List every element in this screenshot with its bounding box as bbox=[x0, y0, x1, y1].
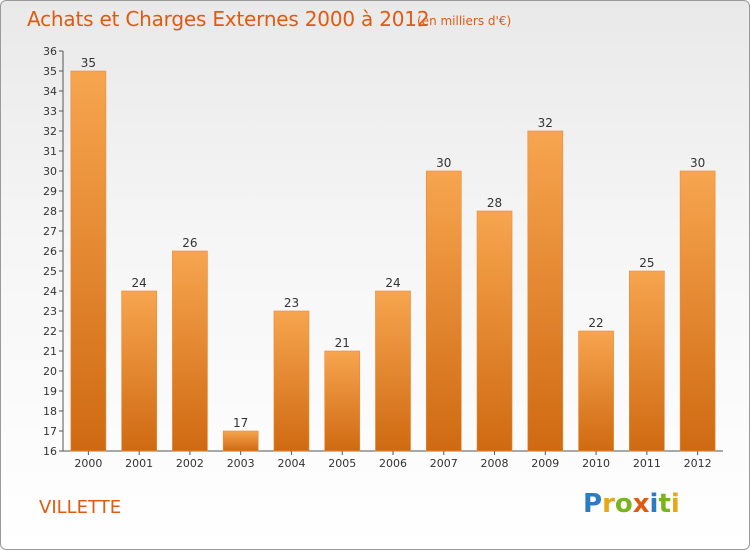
y-tick-label: 20 bbox=[43, 365, 57, 378]
bar-value-label: 35 bbox=[81, 56, 96, 70]
bar-value-label: 24 bbox=[132, 276, 147, 290]
y-tick-label: 36 bbox=[43, 45, 57, 58]
bar-value-label: 24 bbox=[385, 276, 400, 290]
commune-name: VILLETTE bbox=[39, 497, 122, 518]
y-tick-label: 21 bbox=[43, 345, 57, 358]
chart-unit: (en milliers d'€) bbox=[417, 14, 512, 28]
bar-2009 bbox=[527, 130, 564, 452]
bar-value-label: 22 bbox=[588, 316, 603, 330]
y-tick-label: 34 bbox=[43, 85, 57, 98]
logo-letter: t bbox=[658, 489, 671, 519]
bar-value-label: 26 bbox=[182, 236, 197, 250]
chart-title: Achats et Charges Externes 2000 à 2012 bbox=[27, 7, 430, 31]
x-tick-label: 2008 bbox=[481, 457, 509, 470]
y-tick-label: 22 bbox=[43, 325, 57, 338]
bar-value-label: 21 bbox=[335, 336, 350, 350]
y-tick-label: 32 bbox=[43, 125, 57, 138]
x-tick-label: 2004 bbox=[277, 457, 305, 470]
x-tick-label: 2009 bbox=[531, 457, 559, 470]
bar-2010 bbox=[578, 330, 614, 452]
x-axis: 2000 2001 2002 2003 2004 2005 2006 2007 2008 2009… bbox=[63, 450, 723, 470]
bar-2001 bbox=[121, 290, 157, 452]
y-tick-label: 26 bbox=[43, 245, 57, 258]
logo-letter: i bbox=[649, 489, 659, 519]
x-tick-label: 2010 bbox=[582, 457, 610, 470]
logo-letter: x bbox=[632, 489, 650, 519]
x-tick-label: 2003 bbox=[227, 457, 255, 470]
x-tick-label: 2006 bbox=[379, 457, 407, 470]
x-tick-label: 2007 bbox=[430, 457, 458, 470]
bars: 35 24 26 17 23 21 24 30 28 32 22 25 30 bbox=[70, 56, 716, 452]
bar-value-label: 30 bbox=[436, 156, 451, 170]
logo-letter: P bbox=[583, 489, 603, 519]
y-tick-label: 17 bbox=[43, 425, 57, 438]
y-tick-label: 35 bbox=[43, 65, 57, 78]
bar-2008 bbox=[476, 210, 513, 452]
y-tick-label: 19 bbox=[43, 385, 57, 398]
y-tick-label: 25 bbox=[43, 265, 57, 278]
bar-2011 bbox=[629, 270, 665, 452]
y-tick-label: 24 bbox=[43, 285, 57, 298]
bar-2012 bbox=[679, 170, 716, 452]
bar-value-label: 23 bbox=[284, 296, 299, 310]
x-tick-label: 2012 bbox=[684, 457, 712, 470]
x-tick-label: 2002 bbox=[176, 457, 204, 470]
y-tick-label: 16 bbox=[43, 445, 57, 458]
bar-value-label: 30 bbox=[690, 156, 705, 170]
bar-2006 bbox=[375, 290, 411, 452]
bar-2005 bbox=[324, 350, 361, 452]
logo-letter: i bbox=[670, 489, 680, 519]
bar-2000 bbox=[70, 70, 107, 452]
logo-letter: r bbox=[602, 489, 615, 519]
y-tick-label: 30 bbox=[43, 165, 57, 178]
bar-2007 bbox=[425, 170, 462, 452]
logo-letter: o bbox=[614, 489, 633, 519]
x-tick-label: 2000 bbox=[74, 457, 102, 470]
bar-2002 bbox=[172, 250, 208, 452]
bar-value-label: 28 bbox=[487, 196, 502, 210]
bar-value-label: 17 bbox=[233, 416, 248, 430]
bar-2004 bbox=[273, 310, 310, 452]
y-tick-label: 23 bbox=[43, 305, 57, 318]
y-tick-label: 33 bbox=[43, 105, 57, 118]
y-tick-label: 27 bbox=[43, 225, 57, 238]
y-tick-label: 18 bbox=[43, 405, 57, 418]
x-tick-label: 2001 bbox=[125, 457, 153, 470]
bar-value-label: 25 bbox=[639, 256, 654, 270]
bar-value-label: 32 bbox=[538, 116, 553, 130]
y-tick-label: 29 bbox=[43, 185, 57, 198]
y-axis: 16 17 18 19 20 21 22 23 24 25 26 27 28 29 30 31 32 33 34 35… bbox=[43, 45, 64, 458]
bar-2003 bbox=[222, 430, 259, 452]
proxiti-logo: Proxiti bbox=[583, 489, 680, 519]
x-tick-label: 2011 bbox=[633, 457, 661, 470]
y-tick-label: 31 bbox=[43, 145, 57, 158]
x-tick-label: 2005 bbox=[328, 457, 356, 470]
y-tick-label: 28 bbox=[43, 205, 57, 218]
